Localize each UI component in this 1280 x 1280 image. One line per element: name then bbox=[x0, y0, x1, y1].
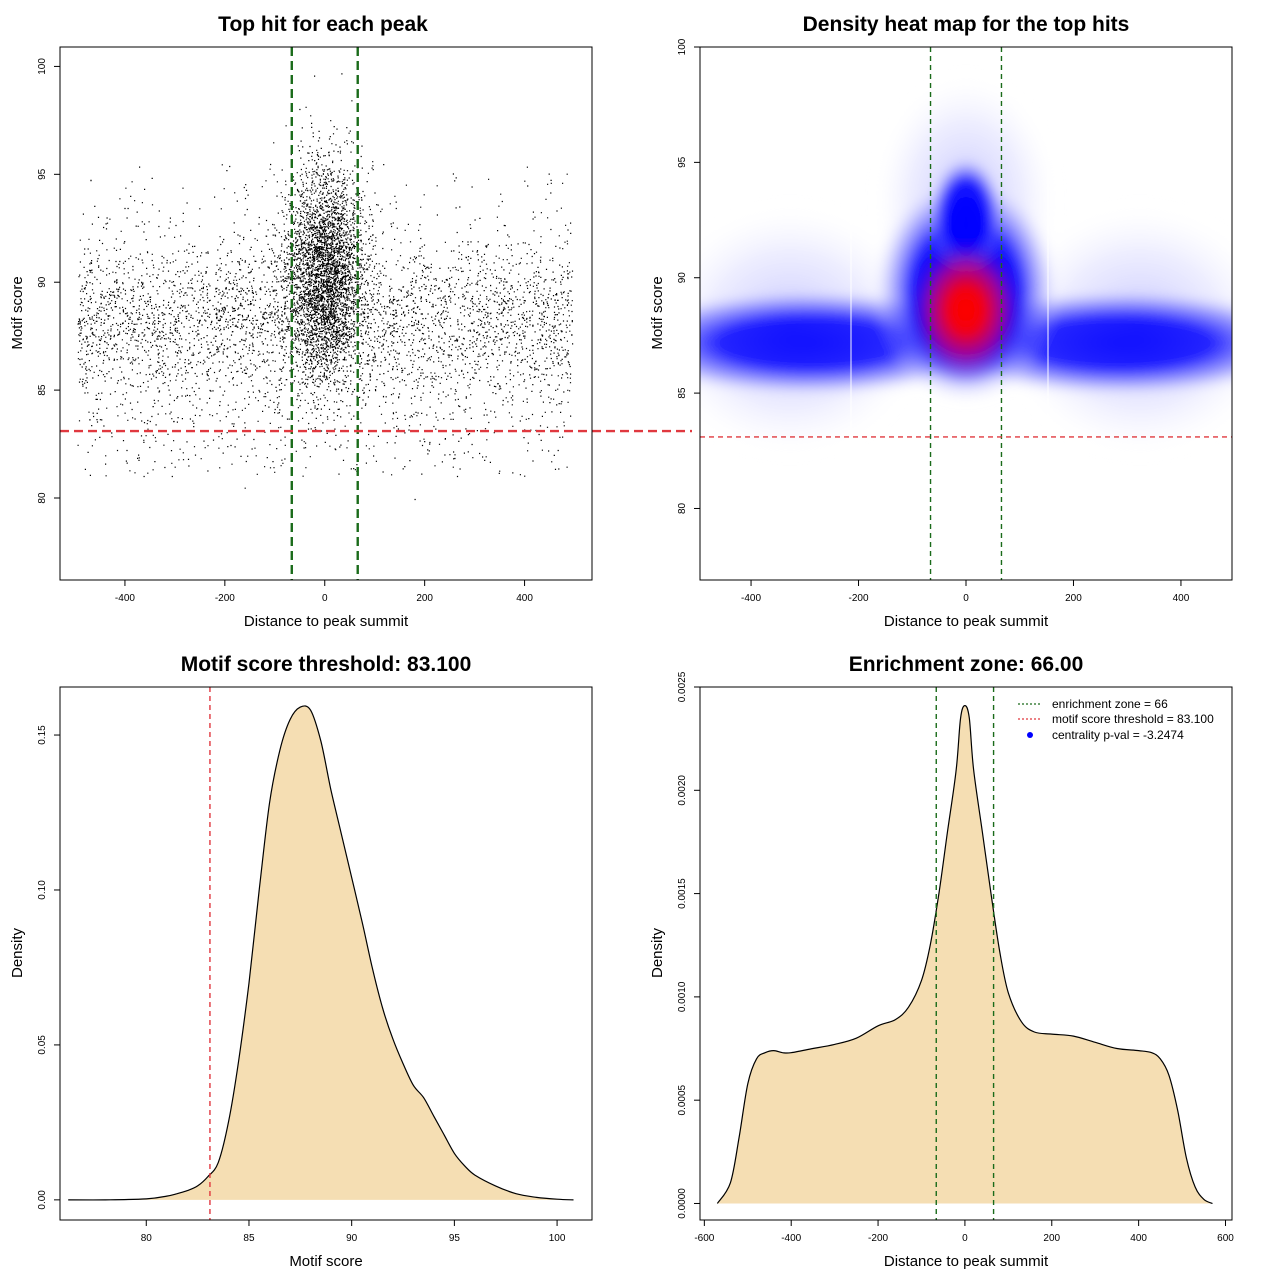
legend-label-enrichment: enrichment zone = 66 bbox=[1052, 697, 1168, 711]
heatmap-xlabel: Distance to peak summit bbox=[884, 613, 1049, 630]
x-tick-label: -200 bbox=[215, 593, 235, 604]
x-tick-label: 0 bbox=[963, 593, 969, 604]
y-tick-label: 90 bbox=[37, 276, 48, 288]
scatter-axes: -400 -200 0 200 400 80 85 90 95 100 bbox=[37, 58, 533, 604]
y-tick-label: 0.0000 bbox=[677, 1188, 688, 1219]
distance-density-panel: Enrichment zone: 66.00 -600 -400 -200 0 200 4… bbox=[649, 653, 1234, 1270]
y-tick-label: 80 bbox=[677, 502, 688, 514]
legend-label-threshold: motif score threshold = 83.100 bbox=[1052, 712, 1214, 726]
x-tick-label: -400 bbox=[741, 593, 761, 604]
y-tick-label: 95 bbox=[37, 168, 48, 180]
x-tick-label: 400 bbox=[516, 593, 533, 604]
y-tick-label: 0.0010 bbox=[677, 981, 688, 1012]
y-tick-label: 90 bbox=[677, 272, 688, 284]
scatter-xlabel: Distance to peak summit bbox=[244, 613, 409, 630]
y-tick-label: 0.10 bbox=[37, 880, 48, 900]
scatter-reference-lines bbox=[60, 47, 692, 580]
distance-density-axes: -600 -400 -200 0 200 400 600 0.0000 0.0005 0.0010… bbox=[677, 671, 1234, 1244]
x-tick-label: -200 bbox=[849, 593, 869, 604]
x-tick-label: 200 bbox=[416, 593, 433, 604]
x-tick-label: 600 bbox=[1217, 1233, 1234, 1244]
x-tick-label: 100 bbox=[549, 1233, 566, 1244]
distance-density-reference-lines bbox=[935, 687, 995, 1220]
scatter-title: Top hit for each peak bbox=[218, 13, 428, 36]
x-tick-label: 200 bbox=[1043, 1233, 1060, 1244]
score-density-title: Motif score threshold: 83.100 bbox=[181, 653, 472, 676]
heatmap-panel: Density heat map for the top hits bbox=[649, 13, 1233, 630]
x-tick-label: -400 bbox=[781, 1233, 801, 1244]
y-tick-label: 80 bbox=[37, 492, 48, 504]
score-density-axes: 80 85 90 95 100 0.00 0.05 0.10 0.15 bbox=[37, 725, 566, 1244]
y-tick-label: 0.0005 bbox=[677, 1084, 688, 1115]
y-tick-label: 0.05 bbox=[37, 1035, 48, 1055]
score-density-panel: Motif score threshold: 83.100 80 85 90 95 10… bbox=[9, 653, 593, 1270]
x-tick-label: -200 bbox=[868, 1233, 888, 1244]
x-tick-label: 200 bbox=[1065, 593, 1082, 604]
y-tick-label: 85 bbox=[37, 384, 48, 396]
heatmap-ylabel: Motif score bbox=[649, 276, 666, 349]
distance-density-plot-frame bbox=[699, 686, 1233, 1221]
x-tick-label: 85 bbox=[243, 1233, 255, 1244]
x-tick-label: -600 bbox=[694, 1233, 714, 1244]
scatter-plot-frame bbox=[59, 46, 593, 581]
density-area-fill bbox=[717, 705, 1213, 1204]
y-tick-label: 0.0020 bbox=[677, 775, 688, 806]
scatter-panel: Top hit for each peak -400 -200 0 200 400 80 8… bbox=[9, 13, 692, 630]
distance-density-curve bbox=[716, 704, 1213, 1205]
x-tick-label: -400 bbox=[115, 593, 135, 604]
density-area-fill bbox=[68, 705, 574, 1200]
y-tick-label: 95 bbox=[677, 156, 688, 168]
scatter-point-cloud bbox=[77, 73, 574, 501]
score-density-ylabel: Density bbox=[9, 927, 26, 978]
x-tick-label: 80 bbox=[141, 1233, 153, 1244]
density-line bbox=[68, 705, 574, 1201]
y-tick-label: 0.0015 bbox=[677, 878, 688, 909]
legend-label-pval: centrality p-val = -3.2474 bbox=[1052, 728, 1184, 742]
distance-density-title: Enrichment zone: 66.00 bbox=[849, 653, 1084, 676]
heatmap-hot-spot bbox=[906, 235, 1026, 385]
scatter-points bbox=[77, 73, 574, 501]
x-tick-label: 400 bbox=[1173, 593, 1190, 604]
scatter-ylabel: Motif score bbox=[9, 276, 26, 349]
x-tick-label: 0 bbox=[962, 1233, 968, 1244]
distance-density-xlabel: Distance to peak summit bbox=[884, 1253, 1049, 1270]
legend-point-pval bbox=[1027, 732, 1033, 738]
score-density-plot-frame bbox=[59, 686, 593, 1221]
y-tick-label: 100 bbox=[37, 58, 48, 75]
heatmap-title: Density heat map for the top hits bbox=[803, 13, 1130, 36]
heatmap-reference-lines bbox=[700, 47, 1232, 580]
distance-density-ylabel: Density bbox=[649, 927, 666, 978]
score-density-curve bbox=[68, 705, 574, 1201]
x-tick-label: 400 bbox=[1130, 1233, 1147, 1244]
y-tick-label: 0.0025 bbox=[677, 671, 688, 702]
y-tick-label: 0.15 bbox=[37, 725, 48, 745]
y-tick-label: 100 bbox=[677, 38, 688, 55]
x-tick-label: 95 bbox=[449, 1233, 461, 1244]
y-tick-label: 85 bbox=[677, 387, 688, 399]
legend: enrichment zone = 66 motif score thresho… bbox=[1018, 697, 1214, 742]
density-line bbox=[716, 704, 1213, 1205]
x-tick-label: 90 bbox=[346, 1233, 358, 1244]
y-tick-label: 0.00 bbox=[37, 1190, 48, 1210]
heatmap-axes: -400 -200 0 200 400 80 85 90 95 100 bbox=[677, 38, 1190, 604]
score-density-xlabel: Motif score bbox=[289, 1253, 362, 1270]
x-tick-label: 0 bbox=[322, 593, 328, 604]
